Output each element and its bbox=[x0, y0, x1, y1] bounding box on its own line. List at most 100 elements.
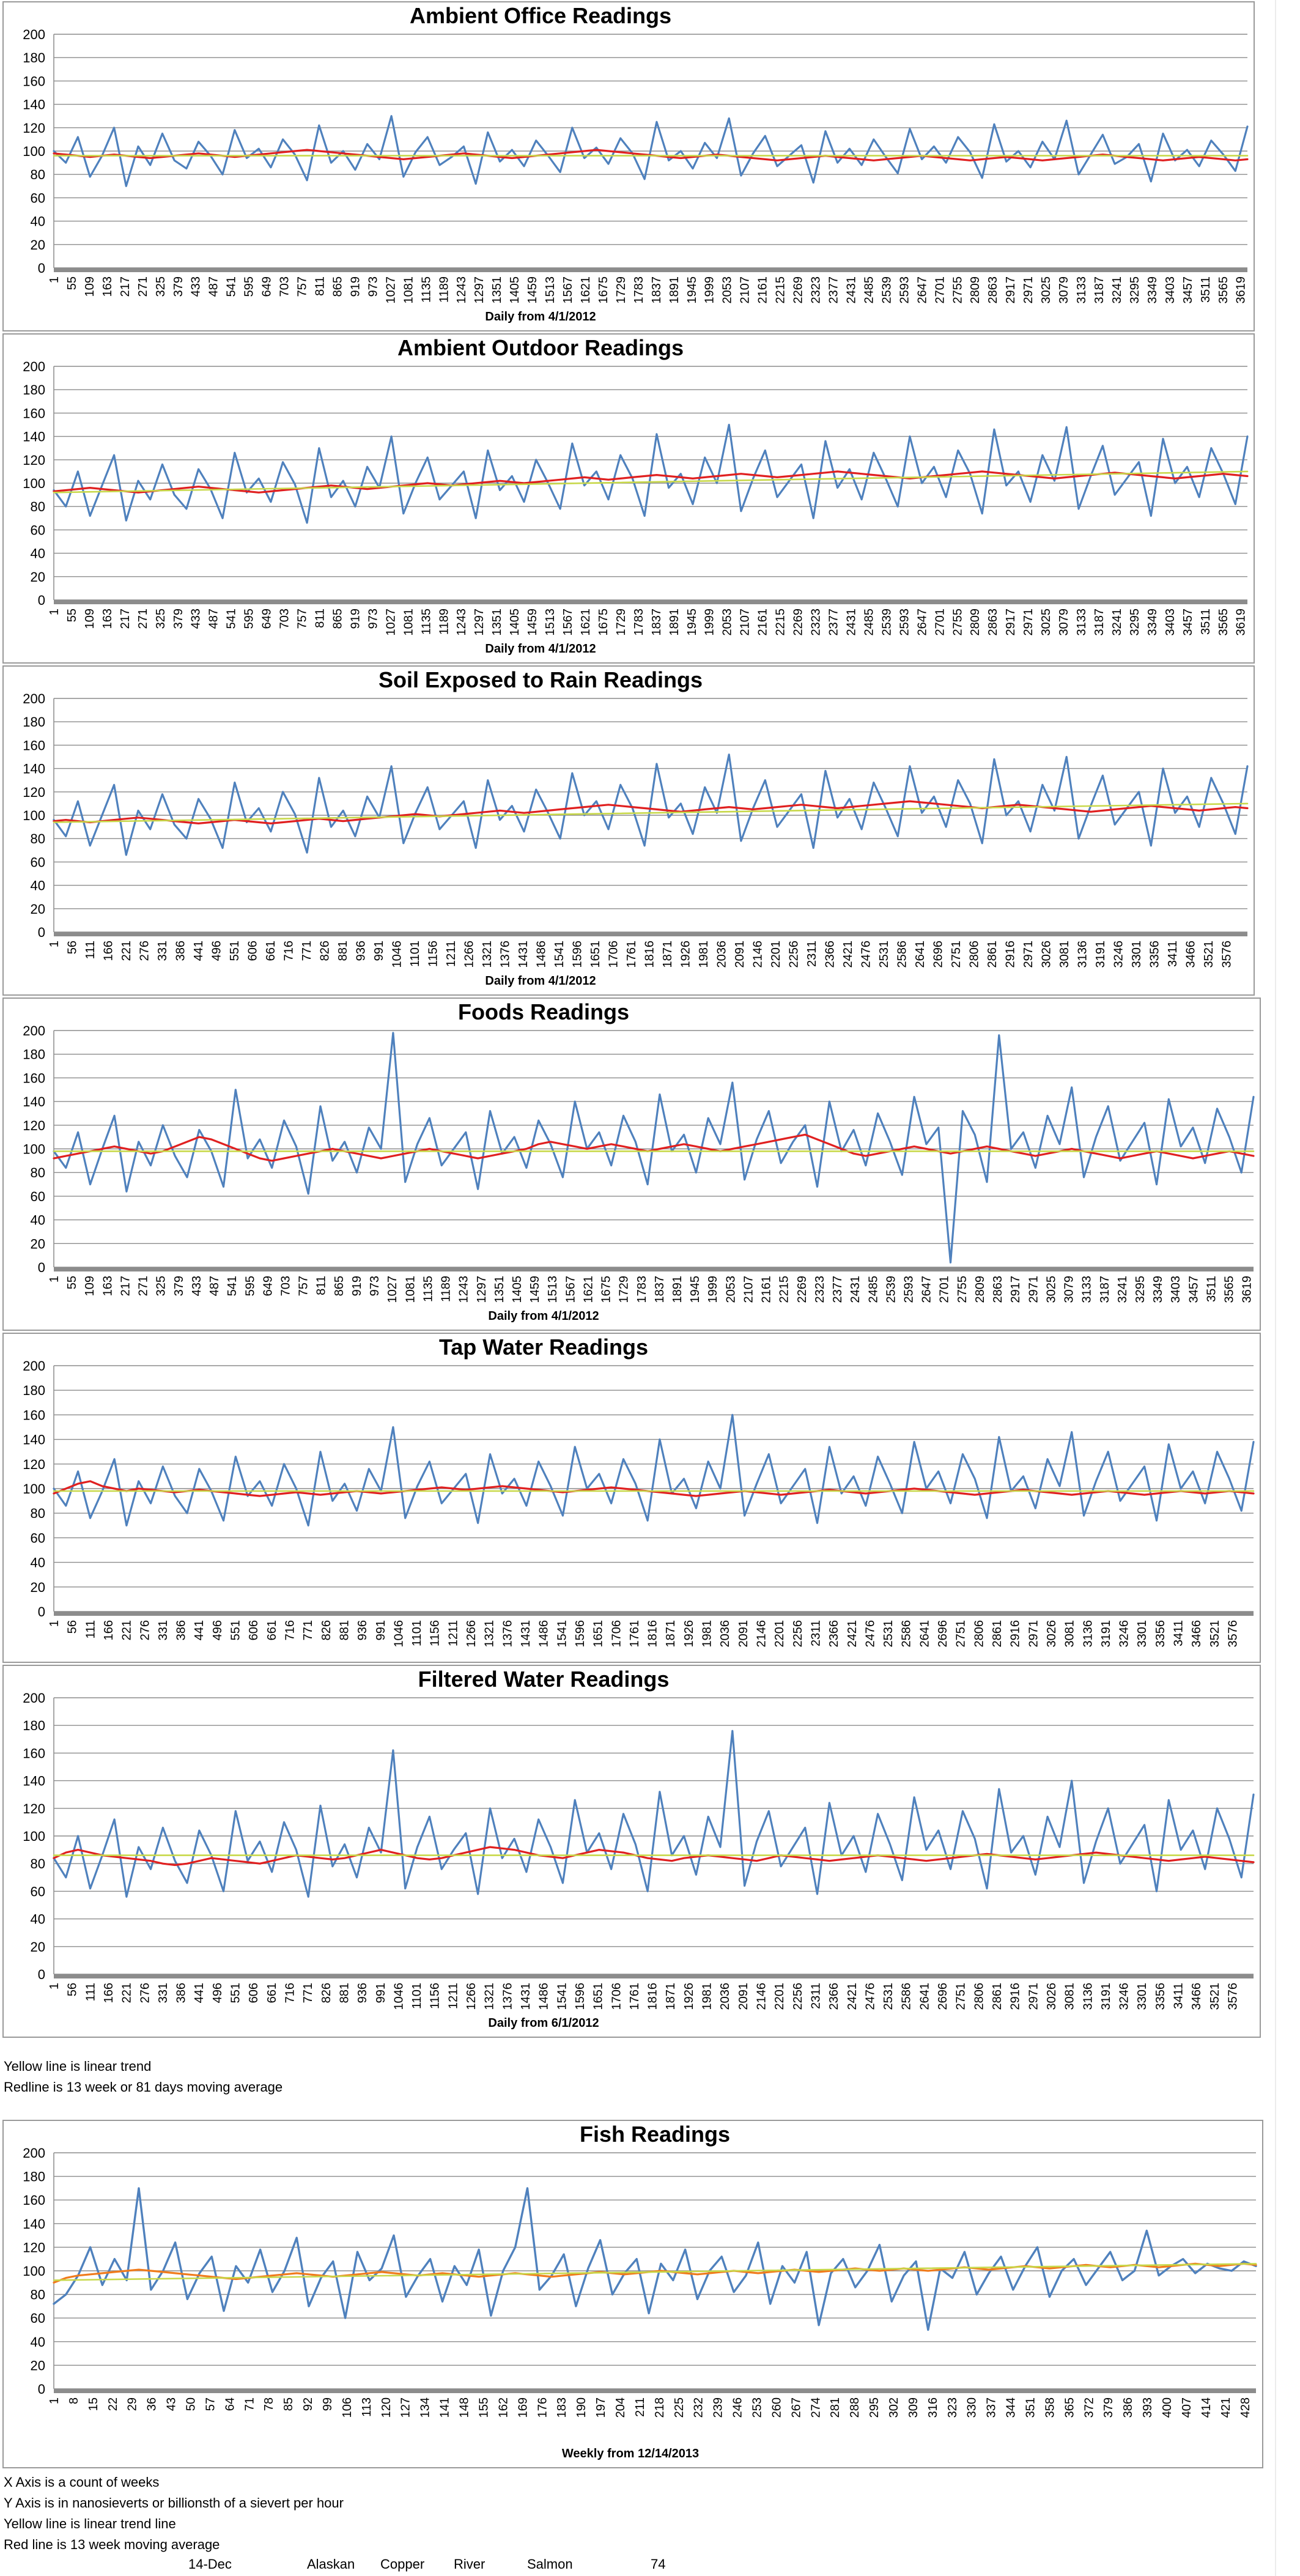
chart-tap-water-readings-ytick-60: 60 bbox=[31, 1530, 45, 1545]
chart-filtered-water-readings-xtick-3301: 3301 bbox=[1136, 1983, 1149, 2010]
cell-river[interactable]: River bbox=[454, 2556, 486, 2572]
chart-fish-readings-xtick-1: 1 bbox=[48, 2397, 61, 2404]
chart-foods-readings-xtick-1027: 1027 bbox=[386, 1276, 399, 1303]
chart-ambient-outdoor-readings-xtick-163: 163 bbox=[101, 609, 114, 629]
chart-ambient-office-readings-ytick-140: 140 bbox=[23, 97, 45, 113]
chart-fish[interactable]: Fish Readings 0 20 40 60 80 100 120 140 160 180 200… bbox=[2, 2120, 1263, 2468]
chart-filtered-water-readings-xtick-1981: 1981 bbox=[701, 1983, 714, 2010]
chart-foods[interactable]: Foods Readings 0 20 40 60 80 100 120 140 160 180 20… bbox=[2, 997, 1261, 1331]
chart-tap-water-readings-xtick-3246: 3246 bbox=[1118, 1620, 1131, 1648]
chart-ambient-outdoor-readings-xtick-1297: 1297 bbox=[473, 609, 486, 636]
chart-foods-readings-xtick-1891: 1891 bbox=[671, 1276, 684, 1303]
chart-soil-exposed-to-rain-readings-ytick-160: 160 bbox=[23, 738, 45, 753]
chart-ambient-office-readings-xtick-2917: 2917 bbox=[1004, 276, 1017, 304]
chart-soil-exposed-to-rain-readings-xtick-2146: 2146 bbox=[752, 941, 765, 968]
chart-ambient-office[interactable]: Ambient Office Readings 0 20 40 60 80 100 120 14… bbox=[2, 1, 1255, 331]
note-x-axis: X Axis is a count of weeks bbox=[4, 2474, 160, 2490]
chart-foods-readings-xtick-2431: 2431 bbox=[849, 1276, 862, 1303]
chart-fish-readings-xtick-78: 78 bbox=[262, 2397, 276, 2411]
chart-tap-water-readings-ytick-0: 0 bbox=[38, 1604, 45, 1619]
chart-filtered-water-readings-xtick-1706: 1706 bbox=[610, 1983, 623, 2010]
chart-foods-readings-xtick-1243: 1243 bbox=[457, 1276, 471, 1303]
chart-foods-readings-ytick-160: 160 bbox=[23, 1070, 45, 1086]
chart-ambient-outdoor-readings-xtick-1243: 1243 bbox=[455, 609, 468, 636]
chart-ambient-office-readings-xtick-2215: 2215 bbox=[774, 276, 788, 304]
chart-filtered-water-readings-xtick-826: 826 bbox=[320, 1983, 333, 2003]
chart-tap-water-readings-series-readings bbox=[53, 1413, 1255, 1527]
chart-tap-water-readings-xtick-3411: 3411 bbox=[1172, 1620, 1186, 1646]
chart-soil-exposed-to-rain-readings-ytick-40: 40 bbox=[31, 878, 45, 894]
chart-foods-readings-xtick-3565: 3565 bbox=[1223, 1276, 1236, 1303]
chart-soil-exposed-to-rain-readings-xtick-2256: 2256 bbox=[788, 941, 801, 968]
chart-fish-readings-xtick-365: 365 bbox=[1063, 2397, 1076, 2418]
chart-filtered-water-readings-xtick-386: 386 bbox=[175, 1983, 188, 2003]
cell-copper[interactable]: Copper bbox=[380, 2556, 425, 2572]
chart-filtered-water-readings-xtick-1266: 1266 bbox=[465, 1983, 478, 2010]
chart-ambient-office-readings-xtick-1999: 1999 bbox=[703, 276, 717, 304]
chart-fish-readings-ytick-100: 100 bbox=[23, 2263, 45, 2279]
chart-ambient-office-readings-xtick-1297: 1297 bbox=[473, 276, 486, 304]
chart-ambient-outdoor-readings-xtick-757: 757 bbox=[296, 609, 309, 629]
chart-ambient-office-readings-ytick-100: 100 bbox=[23, 144, 45, 159]
chart-filtered-water[interactable]: Filtered Water Readings 0 20 40 60 80 100 120 14… bbox=[2, 1665, 1261, 2038]
chart-ambient-outdoor-readings-xtick-811: 811 bbox=[313, 609, 327, 628]
chart-ambient-office-readings-xtick-325: 325 bbox=[154, 276, 168, 297]
chart-ambient-office-readings-xtick-433: 433 bbox=[190, 276, 203, 297]
chart-ambient-outdoor-readings-xtick-1027: 1027 bbox=[384, 609, 397, 636]
chart-filtered-water-readings-xtick-496: 496 bbox=[211, 1983, 224, 2003]
chart-ambient-outdoor-readings-xtick-2107: 2107 bbox=[739, 609, 752, 636]
cell-value[interactable]: 74 bbox=[651, 2556, 666, 2572]
chart-tap-water-readings-xtick-386: 386 bbox=[175, 1620, 188, 1640]
chart-ambient-outdoor-readings-series-readings bbox=[53, 423, 1249, 524]
chart-ambient-office-readings-xtick-379: 379 bbox=[172, 276, 185, 297]
chart-tap-water-readings-xtick-2366: 2366 bbox=[827, 1620, 841, 1648]
chart-foods-readings-xtick-811: 811 bbox=[315, 1276, 328, 1295]
chart-fish-readings-ytick-80: 80 bbox=[31, 2287, 45, 2303]
chart-ambient-outdoor-readings-xtick-3619: 3619 bbox=[1235, 609, 1248, 636]
chart-ambient-outdoor-readings-ytick-20: 20 bbox=[31, 569, 45, 585]
chart-ambient-office-readings-ytick-40: 40 bbox=[31, 214, 45, 229]
cell-salmon[interactable]: Salmon bbox=[527, 2556, 573, 2572]
chart-foods-readings-xtick-865: 865 bbox=[333, 1276, 346, 1296]
chart-ambient-outdoor-readings-xtick-2431: 2431 bbox=[844, 609, 858, 636]
chart-ambient-office-readings-ytick-60: 60 bbox=[31, 190, 45, 205]
chart-fish-readings-ytick-140: 140 bbox=[23, 2216, 45, 2232]
chart-soil-rain[interactable]: Soil Exposed to Rain Readings 0 20 40 60 80 10… bbox=[2, 665, 1255, 996]
chart-filtered-water-readings-xtick-1101: 1101 bbox=[410, 1983, 424, 2009]
chart-filtered-water-readings-ytick-60: 60 bbox=[31, 1884, 45, 1899]
chart-tap-water[interactable]: Tap Water Readings 0 20 40 60 80 100 120 140 160 1… bbox=[2, 1333, 1261, 1663]
chart-svg: Foods Readings 0 20 40 60 80 100 120 140 160 180 20… bbox=[23, 999, 1255, 1323]
chart-ambient-office-readings-xtick-2377: 2377 bbox=[827, 276, 841, 304]
chart-foods-readings-xtick-2701: 2701 bbox=[938, 1276, 951, 1303]
chart-ambient-outdoor-readings-xtick-3187: 3187 bbox=[1093, 609, 1106, 636]
chart-fish-readings-xtick-351: 351 bbox=[1024, 2397, 1038, 2418]
chart-filtered-water-readings-xtick-2806: 2806 bbox=[972, 1983, 986, 2010]
cell-date[interactable]: 14-Dec bbox=[188, 2556, 232, 2572]
chart-fish-readings-xtick-337: 337 bbox=[985, 2397, 999, 2418]
chart-soil-exposed-to-rain-readings-xtick-2311: 2311 bbox=[805, 941, 819, 967]
chart-foods-readings-xtick-2161: 2161 bbox=[760, 1276, 774, 1303]
cell-alaskan[interactable]: Alaskan bbox=[307, 2556, 355, 2572]
chart-foods-readings-xtick-2215: 2215 bbox=[778, 1276, 791, 1303]
chart-foods-readings-xtick-3403: 3403 bbox=[1169, 1276, 1183, 1303]
chart-ambient-outdoor[interactable]: Ambient Outdoor Readings 0 20 40 60 80 100 120 1… bbox=[2, 333, 1255, 664]
chart-tap-water-readings-xtick-1156: 1156 bbox=[429, 1620, 442, 1646]
chart-foods-readings-xtick-1621: 1621 bbox=[582, 1276, 595, 1303]
chart-foods-readings-xtick-973: 973 bbox=[368, 1276, 382, 1296]
chart-soil-exposed-to-rain-readings-xtick-496: 496 bbox=[210, 941, 224, 961]
chart-tap-water-readings-ytick-140: 140 bbox=[23, 1432, 45, 1448]
chart-foods-readings-xtick-217: 217 bbox=[119, 1276, 132, 1296]
chart-fish-readings-ytick-20: 20 bbox=[31, 2358, 45, 2373]
chart-svg: Ambient Outdoor Readings 0 20 40 60 80 100 120 1… bbox=[23, 335, 1249, 656]
chart-ambient-outdoor-readings-ytick-140: 140 bbox=[23, 429, 45, 445]
chart-ambient-office-readings-xtick-3565: 3565 bbox=[1217, 276, 1230, 304]
chart-fish-readings-xtick-155: 155 bbox=[477, 2397, 490, 2418]
chart-filtered-water-readings-xtick-771: 771 bbox=[301, 1983, 315, 2003]
chart-foods-readings-xtick-3025: 3025 bbox=[1044, 1276, 1058, 1303]
chart-filtered-water-readings-xtick-56: 56 bbox=[66, 1983, 79, 1996]
chart-ambient-office-readings-xtick-595: 595 bbox=[243, 276, 256, 297]
chart-ambient-outdoor-readings-xtick-3133: 3133 bbox=[1075, 609, 1088, 636]
chart-ambient-outdoor-readings-xtick-2755: 2755 bbox=[951, 609, 964, 636]
chart-ambient-office-readings-xtick-3403: 3403 bbox=[1164, 276, 1177, 304]
chart-tap-water-readings-xtick-1211: 1211 bbox=[446, 1620, 460, 1646]
